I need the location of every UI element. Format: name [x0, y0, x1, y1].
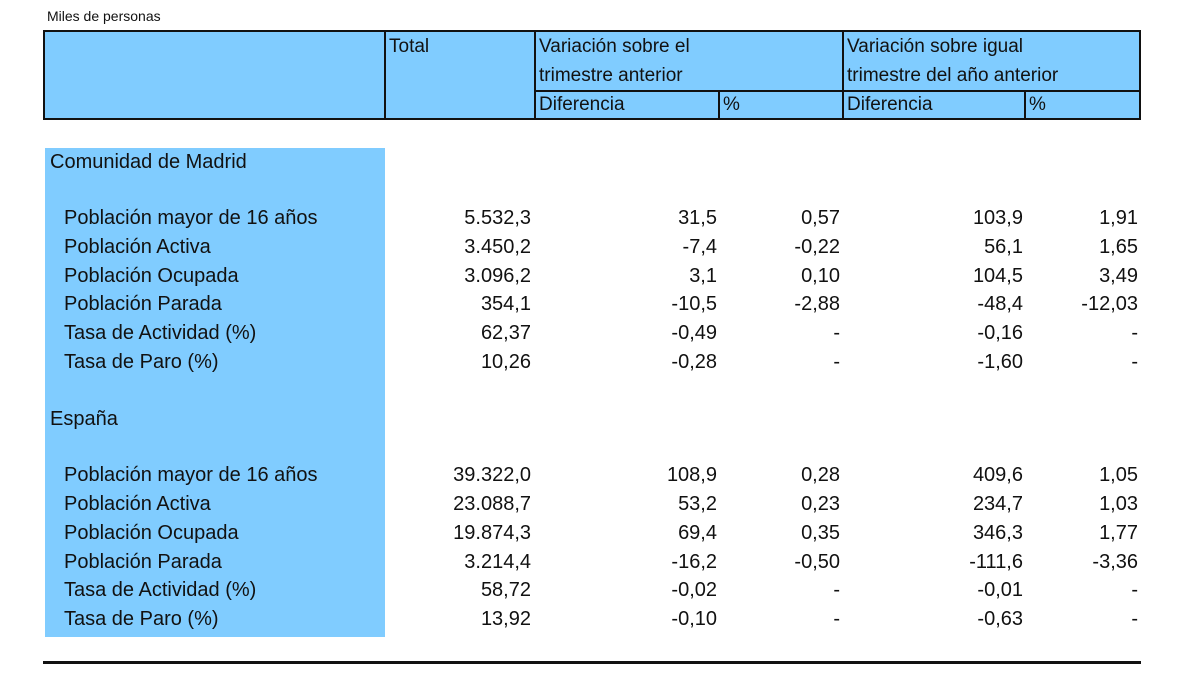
cell-pct-year: - [1131, 608, 1138, 630]
cell-total: 23.088,7 [453, 493, 531, 515]
cell-pct-year: -3,36 [1092, 551, 1138, 573]
cell-pct-year: - [1131, 579, 1138, 601]
row-label: Población mayor de 16 años [64, 464, 318, 486]
cell-pct-year: 1,91 [1099, 207, 1138, 229]
header-sub-rule [535, 90, 1141, 92]
cell-diff-year: 56,1 [984, 236, 1023, 258]
header-pct2-rule [1024, 90, 1026, 120]
cell-pct-year: 1,05 [1099, 464, 1138, 486]
cell-diff-quarter: 108,9 [666, 464, 717, 486]
cell-pct-quarter: - [833, 322, 840, 344]
cell-diff-year: -48,4 [977, 293, 1023, 315]
cell-total: 13,92 [480, 608, 531, 630]
row-label: Tasa de Actividad (%) [64, 322, 257, 344]
cell-diff-quarter: 3,1 [689, 265, 717, 287]
header-group-quarter-line1: Variación sobre el [539, 36, 690, 57]
cell-diff-quarter: -16,2 [671, 551, 717, 573]
cell-diff-quarter: -10,5 [671, 293, 717, 315]
cell-pct-year: -12,03 [1081, 293, 1138, 315]
cell-diff-year: -0,01 [977, 579, 1023, 601]
cell-total: 58,72 [480, 579, 531, 601]
cell-diff-quarter: 31,5 [678, 207, 717, 229]
unit-label: Miles de personas [47, 8, 161, 24]
header-quarter-rule [534, 30, 536, 120]
row-label: Población Ocupada [64, 265, 239, 287]
header-group-quarter: Variación sobre el trimestre anterior [535, 32, 843, 90]
cell-total: 3.450,2 [464, 236, 531, 258]
cell-diff-quarter: 53,2 [678, 493, 717, 515]
cell-diff-year: 346,3 [972, 522, 1023, 544]
cell-total: 354,1 [480, 293, 531, 315]
header-bottom-rule [43, 118, 1141, 120]
cell-pct-quarter: 0,23 [801, 493, 840, 515]
cell-pct-quarter: 0,35 [801, 522, 840, 544]
cell-pct-quarter: 0,57 [801, 207, 840, 229]
row-label: Tasa de Paro (%) [64, 608, 219, 630]
cell-diff-year: 103,9 [972, 207, 1023, 229]
cell-pct-year: 3,49 [1099, 265, 1138, 287]
row-label: Población Activa [64, 236, 211, 258]
header-pct-year: % [1025, 90, 1141, 118]
cell-pct-quarter: - [833, 579, 840, 601]
cell-diff-quarter: 69,4 [678, 522, 717, 544]
header-total: Total [385, 32, 535, 118]
cell-pct-year: 1,65 [1099, 236, 1138, 258]
cell-diff-quarter: -0,10 [671, 608, 717, 630]
row-label: Población Parada [64, 551, 222, 573]
cell-diff-year: 409,6 [972, 464, 1023, 486]
table-bottom-rule [43, 661, 1141, 664]
cell-total: 10,26 [480, 351, 531, 373]
cell-pct-quarter: - [833, 351, 840, 373]
header-pct1-rule [718, 90, 720, 120]
row-label: Población mayor de 16 años [64, 207, 318, 229]
section-title: España [50, 408, 118, 430]
cell-total: 62,37 [480, 322, 531, 344]
cell-diff-quarter: -7,4 [682, 236, 717, 258]
cell-total: 3.214,4 [464, 551, 531, 573]
row-label: Población Activa [64, 493, 211, 515]
header-group-quarter-line2: trimestre anterior [539, 65, 683, 86]
header-year-rule [842, 30, 844, 120]
cell-diff-year: 104,5 [972, 265, 1023, 287]
header-top-rule [43, 30, 1141, 32]
cell-diff-quarter: -0,28 [671, 351, 717, 373]
cell-diff-year: -1,60 [977, 351, 1023, 373]
cell-pct-quarter: -2,88 [794, 293, 840, 315]
header-right-rule [1139, 30, 1141, 120]
cell-pct-quarter: 0,28 [801, 464, 840, 486]
header-group-year-line2: trimestre del año anterior [847, 65, 1059, 86]
row-label: Tasa de Actividad (%) [64, 579, 257, 601]
cell-pct-year: - [1131, 351, 1138, 373]
cell-pct-year: - [1131, 322, 1138, 344]
cell-diff-year: 234,7 [972, 493, 1023, 515]
cell-diff-quarter: -0,02 [671, 579, 717, 601]
cell-total: 19.874,3 [453, 522, 531, 544]
cell-total: 5.532,3 [464, 207, 531, 229]
cell-pct-year: 1,77 [1099, 522, 1138, 544]
row-label-band [45, 148, 385, 637]
row-label: Población Parada [64, 293, 222, 315]
section-title: Comunidad de Madrid [50, 151, 247, 173]
header-pct-quarter: % [719, 90, 843, 118]
header-left-rule [43, 30, 45, 120]
row-label: Población Ocupada [64, 522, 239, 544]
header-label-blank [45, 32, 385, 118]
cell-total: 39.322,0 [453, 464, 531, 486]
cell-diff-year: -0,63 [977, 608, 1023, 630]
cell-diff-year: -0,16 [977, 322, 1023, 344]
cell-diff-quarter: -0,49 [671, 322, 717, 344]
header-group-year: Variación sobre igual trimestre del año … [843, 32, 1141, 90]
cell-pct-quarter: 0,10 [801, 265, 840, 287]
header-total-rule [384, 30, 386, 120]
cell-diff-year: -111,6 [969, 551, 1023, 573]
header-diff-year: Diferencia [843, 90, 1025, 118]
header-group-year-line1: Variación sobre igual [847, 36, 1024, 57]
cell-pct-quarter: -0,50 [794, 551, 840, 573]
header-diff-quarter: Diferencia [535, 90, 719, 118]
row-label: Tasa de Paro (%) [64, 351, 219, 373]
cell-total: 3.096,2 [464, 265, 531, 287]
cell-pct-quarter: - [833, 608, 840, 630]
cell-pct-quarter: -0,22 [794, 236, 840, 258]
cell-pct-year: 1,03 [1099, 493, 1138, 515]
